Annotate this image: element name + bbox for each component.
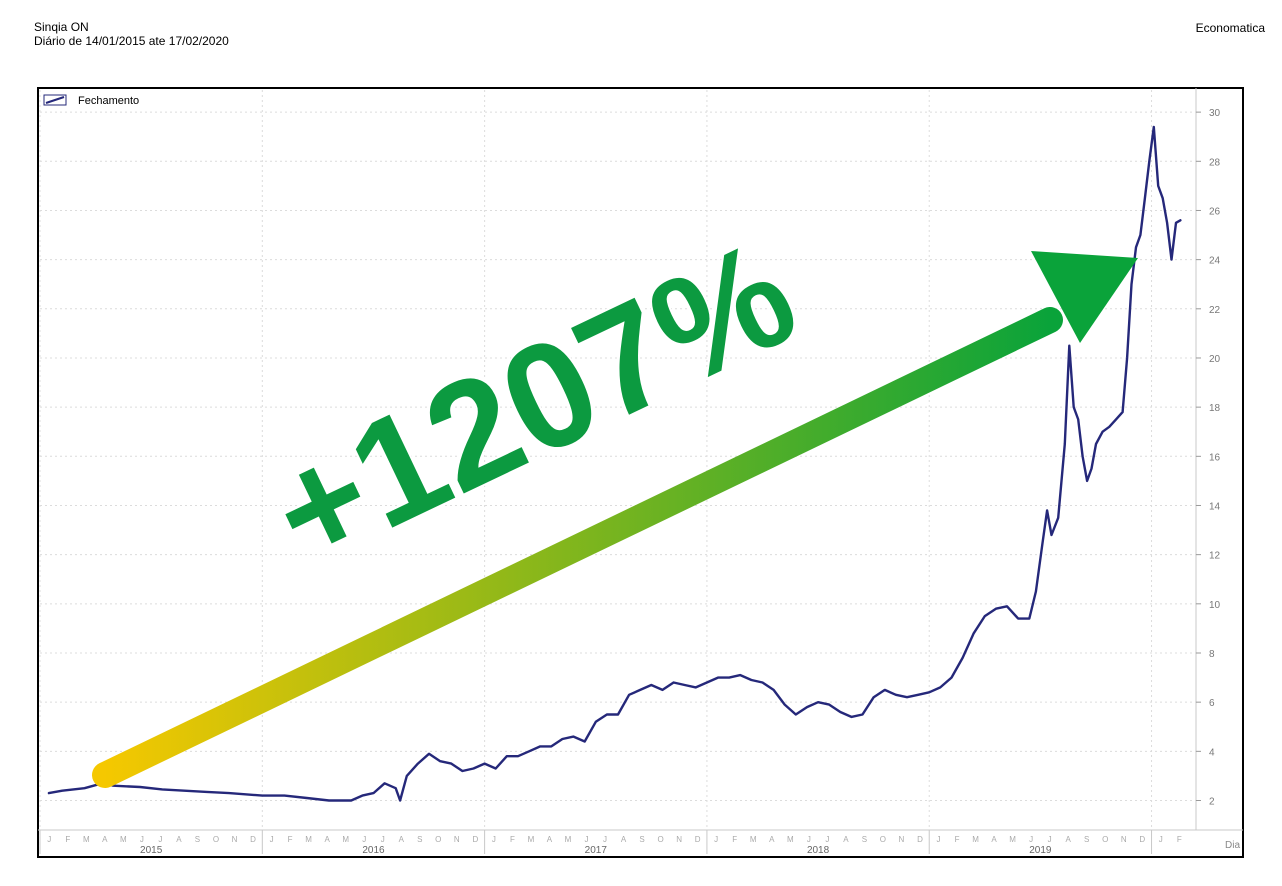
- x-month-label: J: [492, 835, 496, 844]
- x-month-label: F: [732, 835, 737, 844]
- x-month-label: J: [714, 835, 718, 844]
- x-month-label: M: [305, 835, 312, 844]
- x-month-label: J: [381, 835, 385, 844]
- chart-subtitle: Diário de 14/01/2015 ate 17/02/2020: [34, 34, 229, 48]
- y-tick-label: 24: [1209, 256, 1221, 267]
- growth-arrow-shaft: [92, 307, 1063, 788]
- y-tick-label: 12: [1209, 551, 1221, 562]
- legend: Fechamento: [43, 94, 139, 107]
- x-month-label: A: [991, 835, 997, 844]
- y-tick-label: 4: [1209, 747, 1215, 758]
- y-tick-label: 26: [1209, 206, 1221, 217]
- x-month-label: A: [176, 835, 182, 844]
- x-month-label: J: [1159, 835, 1163, 844]
- y-tick-label: 20: [1209, 354, 1221, 365]
- legend-label: Fechamento: [78, 95, 139, 107]
- x-axis-label: Dia: [1225, 840, 1240, 851]
- y-tick-label: 30: [1209, 108, 1221, 119]
- x-month-label: J: [1029, 835, 1033, 844]
- x-month-label: S: [1084, 835, 1089, 844]
- x-month-label: A: [547, 835, 553, 844]
- x-month-label: D: [695, 835, 701, 844]
- x-month-label: M: [787, 835, 794, 844]
- x-year-label: 2016: [362, 845, 385, 856]
- x-month-label: J: [825, 835, 829, 844]
- x-month-label: J: [158, 835, 162, 844]
- x-month-label: J: [807, 835, 811, 844]
- x-month-label: A: [843, 835, 849, 844]
- x-month-label: D: [472, 835, 478, 844]
- chart-frame: [37, 87, 1244, 858]
- x-month-label: N: [676, 835, 682, 844]
- series-layer: [47, 125, 1182, 802]
- x-month-label: M: [83, 835, 90, 844]
- x-month-label: O: [435, 835, 441, 844]
- x-month-label: F: [1177, 835, 1182, 844]
- x-month-label: M: [750, 835, 757, 844]
- x-month-label: S: [417, 835, 422, 844]
- x-month-label: F: [510, 835, 515, 844]
- x-month-label: J: [603, 835, 607, 844]
- y-tick-label: 18: [1209, 403, 1221, 414]
- x-month-label: N: [1121, 835, 1127, 844]
- x-month-label: J: [1048, 835, 1052, 844]
- x-month-label: M: [342, 835, 349, 844]
- x-month-label: S: [862, 835, 867, 844]
- x-month-label: M: [120, 835, 127, 844]
- x-month-label: M: [1009, 835, 1016, 844]
- x-month-label: N: [454, 835, 460, 844]
- x-year-label: 2019: [1029, 845, 1052, 856]
- growth-arrow-head: [1031, 251, 1138, 343]
- x-year-label: 2018: [807, 845, 830, 856]
- y-tick-label: 8: [1209, 649, 1215, 660]
- x-month-label: S: [639, 835, 644, 844]
- x-month-label: J: [140, 835, 144, 844]
- y-tick-label: 28: [1209, 157, 1221, 168]
- x-month-label: O: [213, 835, 219, 844]
- x-month-label: J: [270, 835, 274, 844]
- x-month-label: J: [47, 835, 51, 844]
- y-tick-label: 10: [1209, 600, 1221, 611]
- x-year-label: 2015: [140, 845, 163, 856]
- x-month-label: F: [288, 835, 293, 844]
- x-month-label: F: [65, 835, 70, 844]
- x-month-label: J: [362, 835, 366, 844]
- x-month-label: D: [917, 835, 923, 844]
- x-month-label: N: [899, 835, 905, 844]
- x-month-label: A: [324, 835, 330, 844]
- y-tick-label: 16: [1209, 452, 1221, 463]
- y-tick-label: 2: [1209, 796, 1215, 807]
- chart-title: Sinqia ON: [34, 20, 89, 34]
- x-month-label: M: [972, 835, 979, 844]
- y-tick-label: 22: [1209, 305, 1221, 316]
- x-month-label: O: [1102, 835, 1108, 844]
- x-month-label: O: [657, 835, 663, 844]
- legend-swatch-line: [45, 96, 65, 104]
- x-month-label: J: [936, 835, 940, 844]
- x-month-label: M: [565, 835, 572, 844]
- y-tick-label: 14: [1209, 501, 1221, 512]
- x-month-label: D: [250, 835, 256, 844]
- x-month-label: M: [528, 835, 535, 844]
- x-month-label: A: [769, 835, 775, 844]
- x-year-label: 2017: [585, 845, 608, 856]
- x-month-label: D: [1139, 835, 1145, 844]
- x-month-label: A: [399, 835, 405, 844]
- y-tick-label: 6: [1209, 698, 1215, 709]
- x-month-label: A: [1066, 835, 1072, 844]
- series-line-fechamento: [47, 125, 1182, 802]
- x-month-label: A: [102, 835, 108, 844]
- x-month-label: F: [955, 835, 960, 844]
- x-month-label: J: [585, 835, 589, 844]
- x-month-label: A: [621, 835, 627, 844]
- x-month-label: N: [232, 835, 238, 844]
- source-label: Economatica: [1195, 21, 1265, 35]
- x-month-label: S: [195, 835, 200, 844]
- x-month-label: O: [880, 835, 886, 844]
